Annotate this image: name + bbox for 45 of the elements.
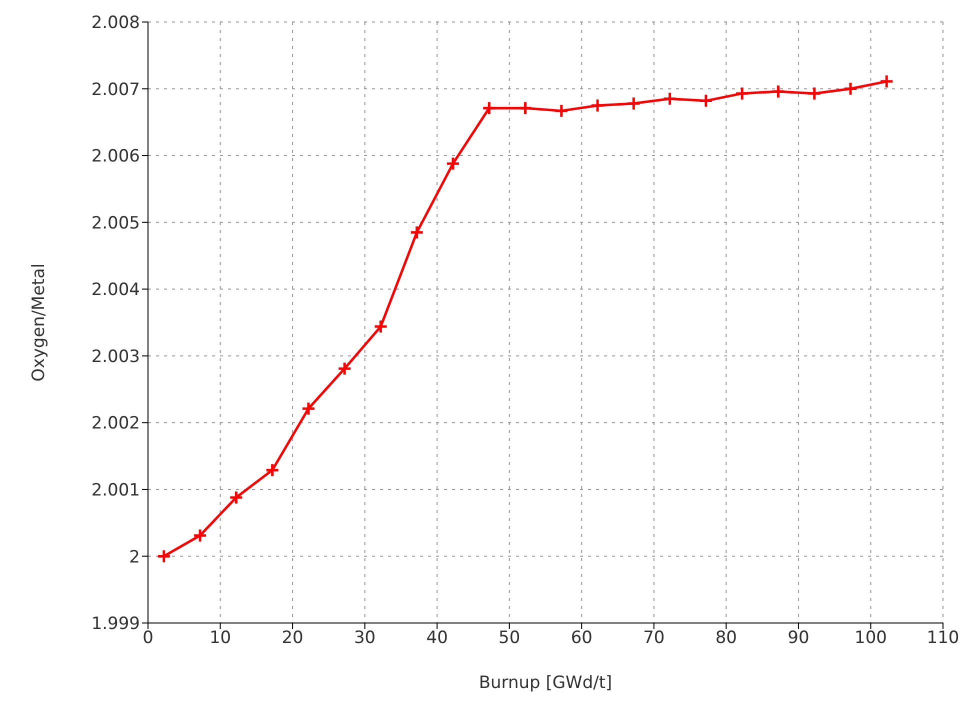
point bbox=[518, 100, 533, 116]
point bbox=[410, 225, 424, 240]
point bbox=[373, 319, 388, 334]
x-tick-label: 100 bbox=[854, 628, 887, 648]
x-tick-label: 20 bbox=[282, 628, 304, 648]
point bbox=[807, 86, 822, 101]
y-tick-label: 2.006 bbox=[91, 146, 140, 167]
point bbox=[662, 92, 678, 106]
x-tick-label: 30 bbox=[354, 628, 376, 648]
x-tick-label: 0 bbox=[142, 628, 154, 648]
y-tick-label: 2.005 bbox=[91, 213, 140, 234]
point bbox=[843, 82, 858, 96]
x-axis-title: Burnup [GWd/t] bbox=[478, 673, 612, 693]
point bbox=[626, 96, 641, 111]
point bbox=[446, 156, 460, 171]
y-tick-label: 2.003 bbox=[91, 346, 140, 367]
point bbox=[554, 104, 569, 118]
y-tick-label: 2.007 bbox=[91, 80, 140, 100]
point bbox=[590, 98, 605, 113]
point bbox=[337, 361, 352, 376]
y-tick-label: 2.001 bbox=[91, 480, 140, 500]
x-tick-label: 110 bbox=[926, 628, 960, 648]
point bbox=[698, 94, 714, 108]
x-tick-label: 60 bbox=[570, 628, 592, 648]
point bbox=[156, 548, 172, 564]
point bbox=[228, 490, 244, 505]
x-tick-label: 10 bbox=[209, 628, 232, 648]
y-tick-label: 2.004 bbox=[91, 280, 140, 300]
y-tick-label: 2.008 bbox=[91, 13, 140, 34]
x-tick-label: 50 bbox=[498, 628, 520, 648]
x-tick-label: 70 bbox=[643, 628, 665, 648]
x-tick-label: 80 bbox=[715, 628, 737, 648]
point bbox=[734, 86, 750, 101]
y-tick-label: 1.999 bbox=[91, 614, 140, 634]
point bbox=[192, 528, 208, 543]
point bbox=[265, 462, 280, 478]
y-tick-label: 2 bbox=[129, 547, 140, 568]
point bbox=[301, 401, 316, 416]
x-tick-label: 40 bbox=[426, 628, 448, 648]
point bbox=[770, 84, 786, 99]
point bbox=[879, 74, 894, 89]
point bbox=[482, 100, 496, 116]
y-tick-label: 2.002 bbox=[91, 414, 140, 434]
x-tick-label: 90 bbox=[788, 628, 810, 648]
y-axis-title: Oxygen/Metal bbox=[29, 263, 50, 382]
